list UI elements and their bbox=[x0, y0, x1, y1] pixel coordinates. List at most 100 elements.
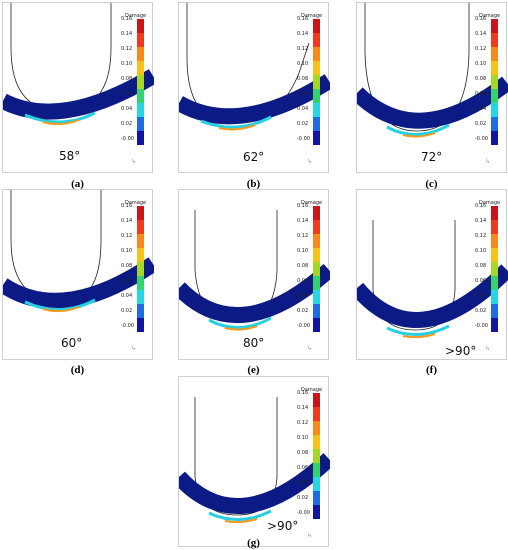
bend-figure-e bbox=[179, 210, 330, 331]
colorbar-tick-label: 0.02 bbox=[297, 495, 309, 501]
colorbar-segment bbox=[491, 75, 498, 89]
colorbar-tick-label: 0.04 bbox=[297, 480, 309, 486]
colorbar-tick-label: 0.08 bbox=[297, 76, 309, 82]
colorbar-tick-label: 0.10 bbox=[121, 61, 133, 67]
colorbar-tick-label: 0.06 bbox=[297, 465, 309, 471]
colorbar-segment bbox=[313, 463, 320, 477]
colorbar-segment bbox=[313, 421, 320, 435]
colorbar-tick-label: 0.12 bbox=[297, 233, 309, 239]
panel-c: Damage 72° ↳ 0.16 0.14 0.12 0.10 0.08 0.06 0.0… bbox=[356, 2, 508, 173]
colorbar-segment bbox=[137, 262, 144, 276]
angle-label: >90° bbox=[267, 519, 299, 533]
bend-figure-d bbox=[3, 190, 154, 313]
colorbar-segment bbox=[313, 47, 320, 61]
colorbar-segment bbox=[137, 276, 144, 290]
colorbar-segment bbox=[491, 234, 498, 248]
damage-zone bbox=[24, 298, 96, 312]
colorbar-tick-label: 0.06 bbox=[297, 278, 309, 284]
colorbar-tick-label: 0.08 bbox=[121, 76, 133, 82]
legend-colorbar bbox=[313, 206, 320, 332]
colorbar-segment bbox=[491, 89, 498, 103]
colorbar-tick-label: 0.12 bbox=[297, 46, 309, 52]
colorbar-tick-label: 0.02 bbox=[121, 308, 133, 314]
colorbar-segment bbox=[313, 220, 320, 234]
colorbar-segment bbox=[491, 61, 498, 75]
damage-peak bbox=[42, 119, 80, 126]
colorbar-tick-label: 0.10 bbox=[297, 61, 309, 67]
legend-colorbar bbox=[137, 206, 144, 332]
colorbar-tick-label: -0.00 bbox=[475, 136, 488, 142]
colorbar-segment bbox=[313, 33, 320, 47]
damage-zone bbox=[24, 111, 96, 124]
colorbar-segment bbox=[313, 19, 320, 33]
legend-colorbar bbox=[491, 206, 498, 332]
damage-peak bbox=[224, 518, 258, 524]
colorbar-segment bbox=[313, 103, 320, 117]
colorbar-segment bbox=[313, 248, 320, 262]
colorbar-segment bbox=[313, 276, 320, 290]
damage-peak bbox=[224, 325, 258, 331]
colorbar-segment bbox=[313, 131, 320, 145]
colorbar-tick-label: 0.12 bbox=[475, 233, 487, 239]
damage-zone bbox=[386, 123, 450, 137]
bend-figure-a bbox=[3, 3, 154, 126]
colorbar-segment bbox=[313, 61, 320, 75]
caption-b: (b) bbox=[246, 178, 261, 190]
colorbar-segment bbox=[491, 47, 498, 61]
colorbar-tick-label: 0.12 bbox=[121, 46, 133, 52]
colorbar-tick-label: 0.16 bbox=[475, 16, 487, 22]
colorbar-segment bbox=[491, 33, 498, 47]
colorbar-tick-label: -0.00 bbox=[121, 323, 134, 329]
colorbar-segment bbox=[491, 19, 498, 33]
colorbar-tick-label: 0.14 bbox=[297, 405, 309, 411]
sheet-strip bbox=[179, 74, 330, 125]
colorbar-segment bbox=[313, 206, 320, 220]
colorbar-tick-label: 0.16 bbox=[297, 16, 309, 22]
colorbar-segment bbox=[313, 234, 320, 248]
sheet-strip bbox=[357, 76, 508, 129]
legend-colorbar bbox=[491, 19, 498, 145]
legend-colorbar bbox=[137, 19, 144, 145]
bend-figure-f bbox=[357, 220, 508, 339]
colorbar-tick-label: 0.14 bbox=[297, 218, 309, 224]
colorbar-segment bbox=[491, 117, 498, 131]
colorbar-segment bbox=[313, 393, 320, 407]
legend-colorbar bbox=[313, 19, 320, 145]
colorbar-segment bbox=[491, 290, 498, 304]
colorbar-segment bbox=[313, 304, 320, 318]
axes-triad-icon: ↳ bbox=[485, 158, 491, 165]
colorbar-segment bbox=[491, 304, 498, 318]
colorbar-tick-label: 0.10 bbox=[297, 435, 309, 441]
colorbar-tick-label: 0.08 bbox=[297, 263, 309, 269]
colorbar-tick-label: 0.02 bbox=[297, 121, 309, 127]
axes-triad-icon: ↳ bbox=[307, 345, 313, 352]
colorbar-tick-label: -0.00 bbox=[475, 323, 488, 329]
colorbar-segment bbox=[137, 318, 144, 332]
caption-f: (f) bbox=[426, 364, 437, 376]
panel-g: Damage >90° ↳ 0.16 0.14 0.12 0.10 0.08 0.06 0.… bbox=[178, 376, 330, 547]
colorbar-segment bbox=[313, 290, 320, 304]
colorbar-tick-label: 0.16 bbox=[297, 203, 309, 209]
damage-zone bbox=[200, 115, 272, 129]
colorbar-segment bbox=[313, 75, 320, 89]
colorbar-segment bbox=[491, 206, 498, 220]
colorbar-segment bbox=[137, 103, 144, 117]
sheet-strip bbox=[179, 453, 330, 515]
colorbar-tick-label: 0.12 bbox=[475, 46, 487, 52]
punch-outline bbox=[364, 3, 470, 132]
damage-zone bbox=[386, 324, 450, 337]
colorbar-segment bbox=[491, 131, 498, 145]
colorbar-tick-label: 0.04 bbox=[297, 106, 309, 112]
colorbar-segment bbox=[491, 262, 498, 276]
axes-triad-icon: ↳ bbox=[131, 158, 137, 165]
sheet-strip bbox=[179, 264, 330, 324]
angle-label: 58° bbox=[59, 149, 81, 163]
legend-title: Damage bbox=[301, 13, 323, 19]
colorbar-segment bbox=[313, 449, 320, 463]
damage-peak bbox=[218, 124, 256, 131]
colorbar-tick-label: 0.06 bbox=[121, 278, 133, 284]
caption-a: (a) bbox=[71, 178, 84, 190]
colorbar-segment bbox=[137, 248, 144, 262]
colorbar-segment bbox=[313, 117, 320, 131]
colorbar-segment bbox=[137, 33, 144, 47]
